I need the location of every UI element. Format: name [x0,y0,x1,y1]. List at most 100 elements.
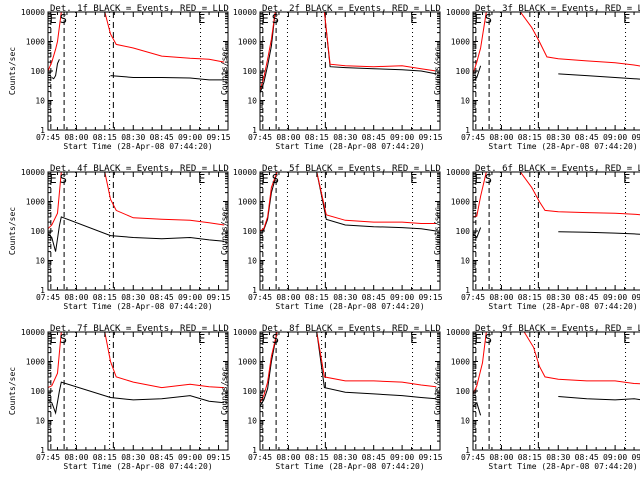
panel-6-ytick-label: 1 [465,286,470,295]
panel-2-title: Det. 2f BLACK = Events, RED = LLD [262,4,441,14]
panel-5-ylabel: Counts/sec [220,207,229,255]
panel-5-title: Det. 5f BLACK = Events, RED = LLD [262,164,441,174]
panel-9-series-events-line [472,396,640,416]
panel-5-xlabel: Start Time (28-Apr-08 07:44:20) [275,302,424,311]
panel-8-xtick-label: 09:15 [418,453,442,462]
panel-9-ytick-label: 1000 [451,358,470,367]
panel-9-xtick-label: 09:15 [631,453,640,462]
panel-3-xlabel: Start Time (28-Apr-08 07:44:20) [488,142,637,151]
panel-8-series-events-line [259,331,437,407]
panel-3-series-events-line [472,65,640,82]
panel-4-ytick-label: 10 [35,257,45,266]
panel-8-ytick-label: 100 [243,387,258,396]
panel-8-series-lld-line [259,331,437,403]
panel-4-series-events-line [47,216,225,252]
panel-4-marker-1: E [50,172,57,186]
panel-6-ytick-label: 10 [460,257,470,266]
panel-8-xtick-label: 08:45 [362,453,386,462]
panel-6-xtick-label: 08:45 [575,293,599,302]
panel-8-ytick-label: 10000 [233,328,257,337]
panel-2-ytick-label: 1000 [238,38,257,47]
panel-2-xtick-label: 08:00 [276,133,300,142]
panel-3: 1 10 100 1000 10000 07:45 08:00 08:15 08:30 08:45… [433,4,640,151]
panel-2-xtick-label: 08:15 [305,133,329,142]
panel-8-xtick-label: 07:45 [248,453,272,462]
panel-9: 1 10 100 1000 10000 07:45 08:00 08:15 08:30 08:45… [433,324,640,471]
panel-5-xtick-label: 09:00 [390,293,414,302]
panel-3-ylabel: Counts/sec [433,47,442,95]
panel-3-xtick-label: 08:15 [518,133,542,142]
panel-7-ytick-label: 10000 [21,328,45,337]
panel-7-series-lld-line [47,331,225,389]
panel-4-xtick-label: 07:45 [36,293,60,302]
panel-5-ytick-label: 1 [252,286,257,295]
panel-4: 1 10 100 1000 10000 07:45 08:00 08:15 08:30 08:45… [8,164,231,311]
panel-1-ylabel: Counts/sec [8,47,17,95]
panel-6-axes-frame [472,171,640,291]
panel-6-xtick-label: 08:15 [518,293,542,302]
panel-4-xtick-label: 08:15 [93,293,117,302]
panel-2-xtick-label: 08:45 [362,133,386,142]
panel-2-marker-2: S [272,12,279,26]
panel-2-xlabel: Start Time (28-Apr-08 07:44:20) [275,142,424,151]
panel-4-xtick-label: 09:00 [178,293,202,302]
panel-1-ytick-label: 100 [31,67,46,76]
panel-9-xtick-label: 08:00 [489,453,513,462]
panel-6-xtick-label: 08:00 [489,293,513,302]
panel-3-xtick-label: 08:30 [546,133,570,142]
panel-8-xlabel: Start Time (28-Apr-08 07:44:20) [275,462,424,471]
panel-7-ylabel: Counts/sec [8,367,17,415]
panel-8-xtick-label: 08:15 [305,453,329,462]
panel-6-ytick-label: 1000 [451,198,470,207]
panel-4-xtick-label: 08:30 [121,293,145,302]
panel-3-ytick-label: 10000 [446,8,470,17]
panel-8: 1 10 100 1000 10000 07:45 08:00 08:15 08:30 08:45… [220,324,443,471]
panel-6-marker-1: E [475,172,482,186]
panel-9-xtick-label: 08:30 [546,453,570,462]
panel-4-marker-2: S [60,172,67,186]
panel-7-ytick-label: 100 [31,387,46,396]
panel-1-xtick-label: 08:45 [150,133,174,142]
panel-5-xtick-label: 09:15 [418,293,442,302]
panel-6-series-lld-line [472,171,640,218]
panel-7: 1 10 100 1000 10000 07:45 08:00 08:15 08:30 08:45… [8,324,231,471]
panel-6: 1 10 100 1000 10000 07:45 08:00 08:15 08:30 08:45… [433,164,640,311]
panel-5-xtick-label: 08:00 [276,293,300,302]
panel-7-title: Det. 7f BLACK = Events, RED = LLD [50,324,229,334]
panel-3-axes-frame [472,11,640,131]
panel-8-marker-2: S [272,332,279,346]
panel-5-xtick-label: 07:45 [248,293,272,302]
panel-3-ytick-label: 10 [460,97,470,106]
panel-9-ytick-label: 100 [456,387,471,396]
panel-5-ytick-label: 100 [243,227,258,236]
panel-4-ylabel: Counts/sec [8,207,17,255]
panel-1-marker-1: E [50,12,57,26]
panel-9-marker-1: E [475,332,482,346]
panel-9-xtick-label: 08:15 [518,453,542,462]
panel-8-ytick-label: 1 [252,446,257,455]
panel-1-ytick-label: 10 [35,97,45,106]
panel-7-xtick-label: 08:45 [150,453,174,462]
panel-1-series-lld-line [47,11,225,72]
panel-6-xtick-label: 08:30 [546,293,570,302]
panel-5: 1 10 100 1000 10000 07:45 08:00 08:15 08:30 08:45… [220,164,443,311]
panel-6-xtick-label: 09:00 [603,293,627,302]
panel-9-title: Det. 9f BLACK = Events, RED = LLD [475,324,640,334]
panel-1-marker-3: E [198,12,205,26]
panel-7-marker-3: E [198,332,205,346]
panel-1-ytick-label: 10000 [21,8,45,17]
panel-1-xlabel: Start Time (28-Apr-08 07:44:20) [63,142,212,151]
panel-8-ytick-label: 1000 [238,358,257,367]
panel-9-marker-3: E [623,332,630,346]
panel-6-xlabel: Start Time (28-Apr-08 07:44:20) [488,302,637,311]
panel-4-xtick-label: 08:45 [150,293,174,302]
panel-3-marker-1: E [475,12,482,26]
panel-9-ytick-label: 1 [465,446,470,455]
panel-4-xlabel: Start Time (28-Apr-08 07:44:20) [63,302,212,311]
panel-7-ytick-label: 1000 [26,358,45,367]
panel-1-xtick-label: 08:00 [64,133,88,142]
panel-3-ytick-label: 1 [465,126,470,135]
panel-4-marker-3: E [198,172,205,186]
panel-1-xtick-label: 08:30 [121,133,145,142]
panel-6-xtick-label: 07:45 [461,293,485,302]
